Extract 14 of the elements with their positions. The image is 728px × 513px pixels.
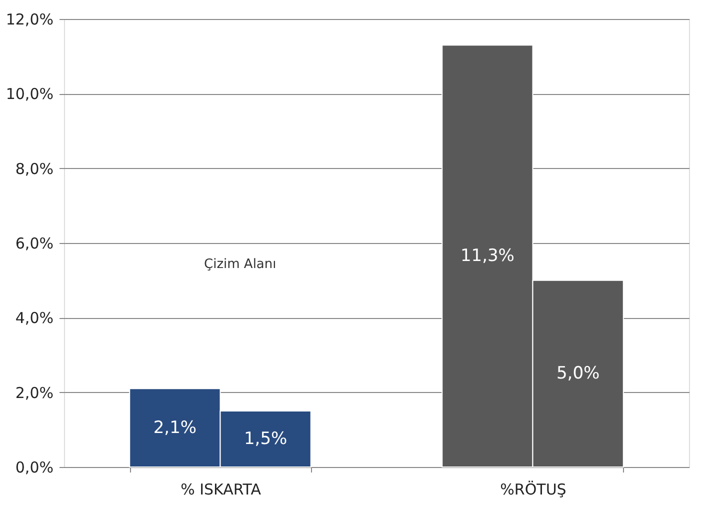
y-tick-label: 4,0% bbox=[15, 309, 54, 328]
y-tick-label: 12,0% bbox=[6, 10, 54, 28]
y-tick-label: 2,0% bbox=[15, 384, 54, 402]
x-tick-label: %RÖTUŞ bbox=[500, 480, 566, 498]
x-tick-label: % ISKARTA bbox=[180, 480, 262, 498]
y-tick-label: 8,0% bbox=[15, 160, 54, 178]
data-label: 2,1% bbox=[153, 418, 197, 438]
y-tick-label: 0,0% bbox=[15, 458, 54, 476]
data-label: 5,0% bbox=[556, 364, 600, 384]
annotation: Çizim Alanı bbox=[204, 257, 276, 272]
data-label: 1,5% bbox=[244, 429, 288, 449]
data-label: 11,3% bbox=[460, 246, 514, 266]
y-tick-label: 6,0% bbox=[15, 234, 54, 252]
y-tick-label: 10,0% bbox=[6, 85, 54, 104]
